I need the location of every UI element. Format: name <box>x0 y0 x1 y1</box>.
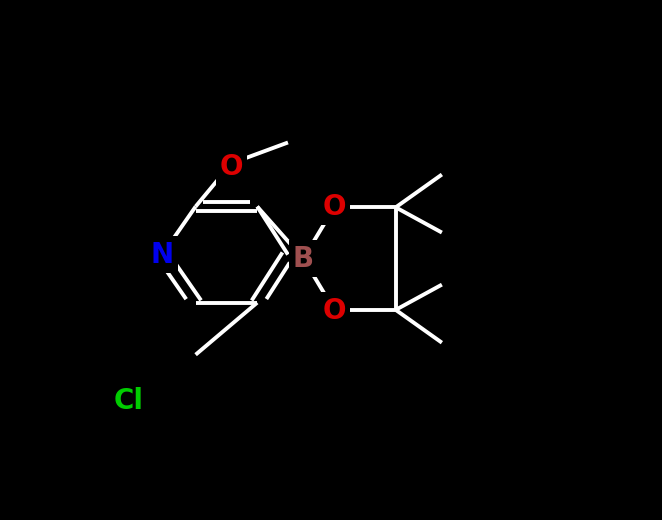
Text: B: B <box>293 244 314 272</box>
Text: Cl: Cl <box>114 387 144 415</box>
Text: O: O <box>322 296 346 324</box>
Text: O: O <box>220 152 243 180</box>
Text: N: N <box>151 241 174 269</box>
Text: O: O <box>322 192 346 220</box>
